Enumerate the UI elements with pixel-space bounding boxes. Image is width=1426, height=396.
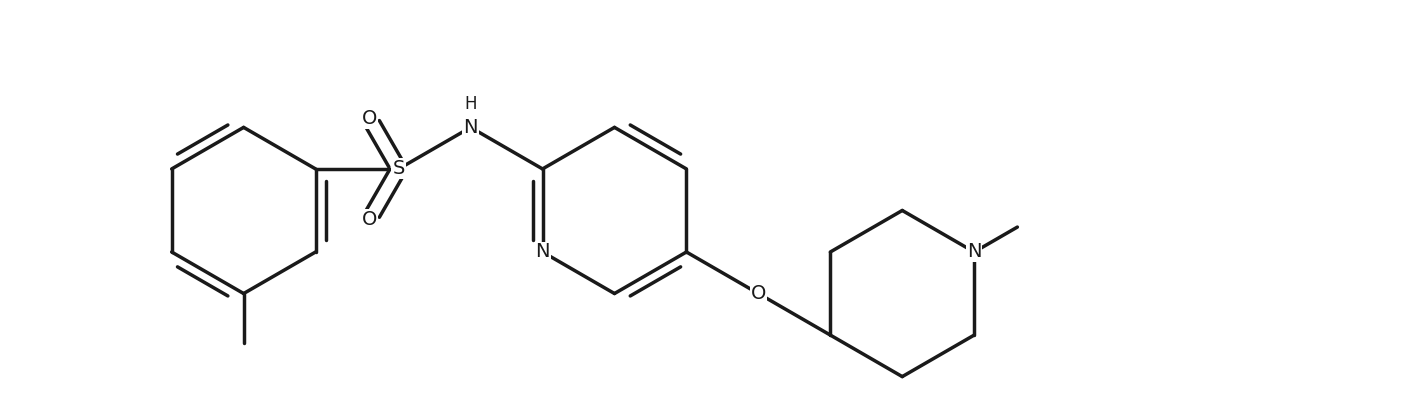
Text: N: N	[535, 242, 550, 261]
Text: S: S	[392, 160, 405, 179]
Text: O: O	[750, 284, 766, 303]
Text: H: H	[465, 95, 476, 113]
Text: O: O	[362, 109, 378, 128]
Text: O: O	[362, 210, 378, 229]
Text: N: N	[967, 242, 981, 261]
Text: N: N	[463, 118, 478, 137]
